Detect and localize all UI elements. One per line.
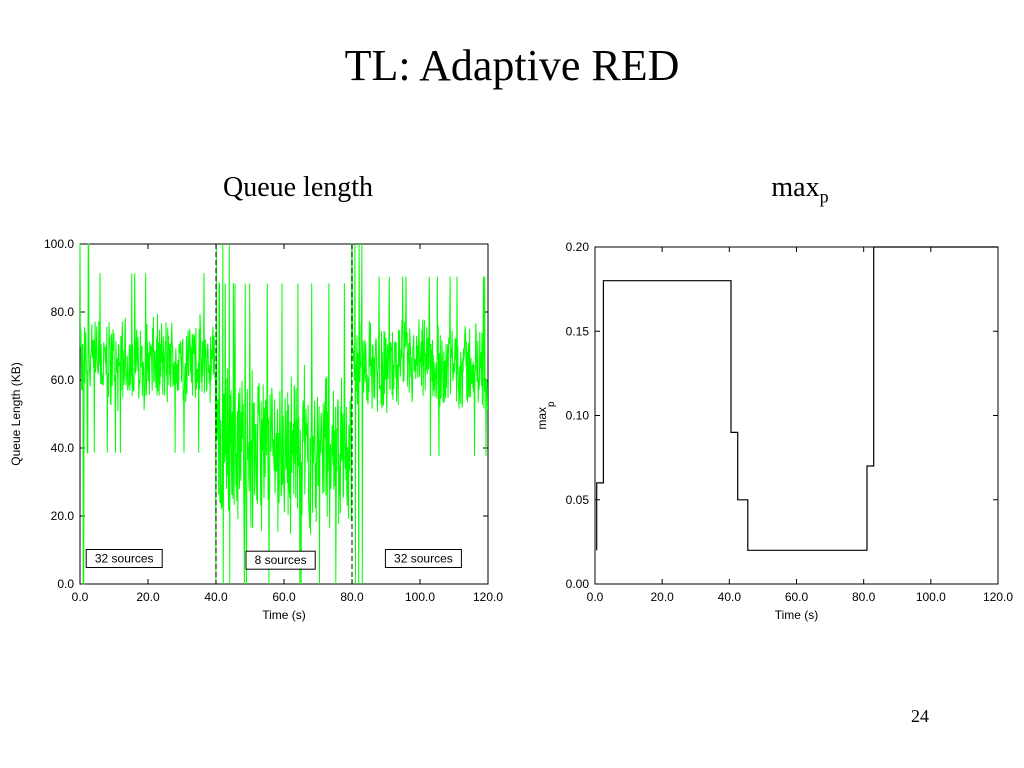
maxp-plot-frame	[594, 246, 999, 585]
maxp-ylabel-sub: p	[546, 401, 557, 407]
slide-title: TL: Adaptive RED	[344, 41, 680, 90]
maxp-ylabel-main: max	[535, 407, 549, 430]
queue-xtick-label: 40.0	[204, 590, 228, 604]
queue-length-series	[79, 243, 489, 585]
maxp-ylabel: maxp	[535, 401, 557, 430]
queue-length-subtitle: Queue length	[222, 172, 374, 203]
maxp-ytick-label: 0.00	[566, 577, 590, 591]
maxp-ytick-label: 0.15	[566, 324, 590, 338]
maxp-xlabel: Time (s)	[775, 608, 819, 622]
queue-ytick-label: 0.0	[57, 577, 74, 591]
maxp-xtick-label: 120.0	[983, 590, 1013, 604]
annotation-box	[85, 549, 163, 568]
maxp-step-series	[596, 246, 998, 551]
queue-xtick-label: 0.0	[72, 590, 89, 604]
annotation-label: 32 sources	[95, 552, 154, 566]
maxp-xtick-label: 0.0	[587, 590, 604, 604]
annotation-label: 32 sources	[394, 552, 453, 566]
maxp-xtick-label: 80.0	[852, 590, 876, 604]
maxp-subtitle-main: max	[771, 172, 820, 203]
maxp-ytick-label: 0.20	[566, 240, 590, 254]
maxp-xtick-label: 40.0	[718, 590, 742, 604]
queue-ytick-label: 20.0	[51, 509, 75, 523]
queue-xlabel: Time (s)	[262, 608, 306, 622]
queue-xtick-label: 100.0	[405, 590, 435, 604]
maxp-xtick-label: 60.0	[785, 590, 809, 604]
maxp-subtitle-sub: p	[819, 186, 829, 207]
queue-xtick-label: 80.0	[340, 590, 364, 604]
queue-ytick-label: 80.0	[51, 305, 75, 319]
maxp-ytick-label: 0.05	[566, 493, 590, 507]
queue-xtick-label: 20.0	[136, 590, 160, 604]
queue-plot-frame	[79, 243, 489, 585]
queue-ytick-label: 100.0	[44, 237, 74, 251]
queue-ytick-label: 40.0	[51, 441, 75, 455]
queue-ylabel: Queue Length (KB)	[9, 362, 23, 465]
queue-ytick-label: 60.0	[51, 373, 75, 387]
maxp-subtitle: maxp	[700, 172, 900, 208]
annotation-label: 8 sources	[255, 553, 307, 567]
page-number: 24	[911, 706, 929, 726]
maxp-xtick-label: 100.0	[916, 590, 946, 604]
queue-xtick-label: 120.0	[473, 590, 503, 604]
annotation-box	[384, 549, 462, 568]
maxp-ytick-label: 0.10	[566, 409, 590, 423]
queue-xtick-label: 60.0	[272, 590, 296, 604]
maxp-xtick-label: 20.0	[650, 590, 674, 604]
annotation-box	[245, 550, 316, 570]
